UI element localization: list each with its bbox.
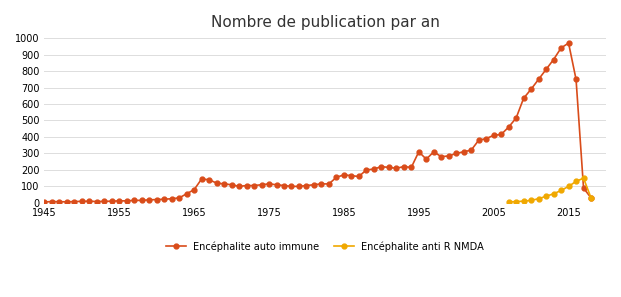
Encéphalite anti R NMDA — [550, 192, 557, 195]
Encéphalite anti R NMDA — [580, 176, 587, 180]
Encéphalite auto immune — [160, 198, 168, 201]
Line: Encéphalite anti R NMDA: Encéphalite anti R NMDA — [506, 176, 594, 204]
Encéphalite auto immune — [565, 41, 573, 45]
Encéphalite auto immune — [340, 173, 348, 177]
Encéphalite anti R NMDA — [565, 185, 573, 188]
Encéphalite anti R NMDA — [520, 199, 527, 203]
Encéphalite auto immune — [40, 200, 48, 204]
Legend: Encéphalite auto immune, Encéphalite anti R NMDA: Encéphalite auto immune, Encéphalite ant… — [162, 237, 488, 256]
Line: Encéphalite auto immune: Encéphalite auto immune — [42, 41, 594, 204]
Encéphalite auto immune — [535, 78, 542, 81]
Encéphalite anti R NMDA — [542, 195, 550, 198]
Encéphalite anti R NMDA — [573, 180, 580, 183]
Title: Nombre de publication par an: Nombre de publication par an — [211, 15, 440, 30]
Encéphalite anti R NMDA — [535, 197, 542, 200]
Encéphalite auto immune — [587, 196, 595, 200]
Encéphalite auto immune — [348, 174, 355, 177]
Encéphalite anti R NMDA — [557, 189, 564, 192]
Encéphalite anti R NMDA — [527, 199, 535, 202]
Encéphalite anti R NMDA — [587, 196, 595, 200]
Encéphalite anti R NMDA — [512, 200, 520, 203]
Encéphalite auto immune — [153, 198, 160, 201]
Encéphalite anti R NMDA — [505, 200, 512, 204]
Encéphalite auto immune — [220, 182, 228, 186]
